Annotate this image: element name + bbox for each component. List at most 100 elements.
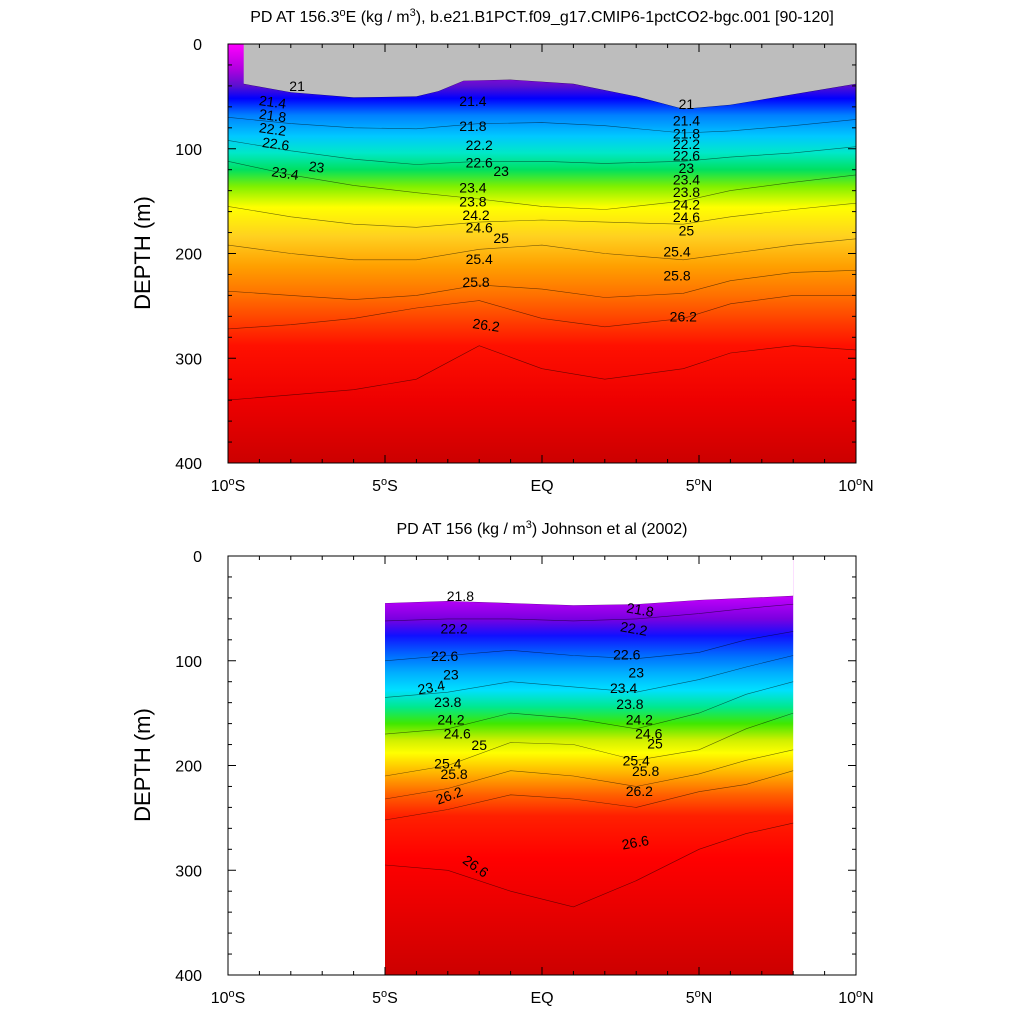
- contour-label: 23: [679, 160, 695, 176]
- contour-label: 24.6: [635, 725, 662, 741]
- contour-label: 23.4: [610, 680, 637, 696]
- contour-label: 22.2: [619, 618, 649, 639]
- isopycnal-line: [228, 270, 856, 300]
- contour-label: 24.2: [626, 712, 653, 728]
- isopycnal-line: [384, 822, 794, 908]
- isopycnal-line: [228, 238, 856, 261]
- contour-label: 22.2: [258, 119, 287, 139]
- contour-label: 23.8: [673, 184, 700, 200]
- isopycnal-line: [384, 631, 794, 662]
- top-x-axis: 10oS 5oS EQ 5oN 10oN: [211, 44, 874, 495]
- contour-label: 23.4: [459, 180, 486, 196]
- contour-label: 22.6: [261, 134, 290, 154]
- x-tick-label: 5oN: [686, 988, 713, 1007]
- contour-label: 24.2: [673, 197, 700, 213]
- contour-label: 23: [628, 665, 644, 681]
- y-tick-label: 400: [175, 968, 202, 985]
- contour-label: 25.4: [434, 756, 461, 772]
- contour-label: 22.6: [466, 155, 493, 171]
- y-tick-label: 200: [175, 247, 202, 264]
- contour-label: 24.2: [462, 207, 489, 223]
- contour-label: 26.2: [472, 315, 501, 335]
- contour-label: 24.6: [444, 725, 471, 741]
- bottom-y-axis-label: DEPTH (m): [130, 708, 155, 822]
- contour-label: 25.8: [440, 766, 467, 782]
- contour-label: 25: [647, 736, 663, 752]
- x-tick-label: 5oS: [372, 476, 398, 495]
- top-density-field: [228, 44, 856, 463]
- top-panel-title: PD AT 156.3oE (kg / m3), b.e21.B1PCT.f09…: [250, 7, 834, 26]
- y-tick-label: 100: [175, 142, 202, 159]
- y-tick-label: 100: [175, 654, 202, 671]
- contour-label: 21.8: [625, 599, 655, 620]
- contour-label: 25.4: [663, 244, 690, 260]
- contour-label: 21.8: [447, 588, 474, 604]
- top-contour-labels: 2121.421.822.222.62323.421.421.822.222.6…: [258, 78, 700, 335]
- contour-label: 23: [493, 163, 509, 179]
- contour-label: 22.6: [431, 648, 458, 664]
- surface-mask: [243, 44, 856, 109]
- contour-label: 23.4: [673, 171, 700, 187]
- y-tick-label: 0: [193, 549, 202, 566]
- isopycnal-line: [384, 749, 794, 800]
- bottom-surface-mask: [385, 556, 794, 606]
- isopycnal-line: [228, 345, 856, 401]
- bottom-density-field: [385, 556, 794, 975]
- x-tick-label: 10oS: [211, 476, 246, 495]
- contour-label: 25: [493, 230, 509, 246]
- contour-label: 22.6: [613, 647, 640, 663]
- x-tick-label: 10oN: [838, 476, 873, 495]
- contour-label: 21.8: [459, 118, 486, 134]
- contour-label: 25: [471, 737, 487, 753]
- contour-label: 23.8: [434, 694, 461, 710]
- contour-label: 25.8: [632, 763, 659, 779]
- contour-label: 26.6: [621, 832, 651, 853]
- contour-label: 21.4: [258, 92, 287, 112]
- top-y-axis-label: DEPTH (m): [130, 196, 155, 310]
- contour-label: 22.2: [466, 137, 493, 153]
- contour-label: 25.4: [623, 753, 650, 769]
- contour-label: 21.8: [673, 125, 700, 141]
- top-surface-mask: [243, 44, 856, 109]
- contour-label: 21.8: [258, 106, 287, 126]
- x-tick-label: EQ: [530, 990, 553, 1007]
- contour-label: 25.8: [663, 268, 690, 284]
- contour-label: 25: [679, 223, 695, 239]
- isopycnal-line: [228, 202, 856, 228]
- x-tick-label: 10oN: [838, 988, 873, 1007]
- contour-label: 21.4: [673, 113, 700, 129]
- isopycnal-line: [384, 770, 794, 821]
- top-panel: PD AT 156.3oE (kg / m3), b.e21.B1PCT.f09…: [130, 7, 874, 495]
- y-tick-label: 200: [175, 759, 202, 776]
- contour-label: 24.2: [437, 712, 464, 728]
- surface-mask: [385, 556, 794, 606]
- x-tick-label: 5oN: [686, 476, 713, 495]
- x-tick-label: 10oS: [211, 988, 246, 1007]
- bottom-isopycnal-lines: [384, 595, 794, 908]
- contour-label: 23.4: [416, 677, 446, 698]
- contour-label: 23: [308, 158, 326, 176]
- y-tick-label: 0: [193, 37, 202, 54]
- contour-label: 25.8: [462, 274, 489, 290]
- bottom-panel: PD AT 156 (kg / m3) Johnson et al (2002)…: [130, 519, 874, 1007]
- bottom-plot-area: [384, 556, 794, 975]
- contour-label: 25.4: [466, 251, 493, 267]
- bottom-panel-title: PD AT 156 (kg / m3) Johnson et al (2002): [396, 519, 687, 538]
- isopycnal-line: [228, 140, 856, 165]
- x-tick-label: EQ: [530, 478, 553, 495]
- contour-label: 26.2: [670, 309, 697, 325]
- isopycnal-line: [228, 295, 856, 330]
- isopycnal-line: [228, 161, 856, 210]
- isopycnal-line: [228, 117, 856, 134]
- top-y-axis: 0 100 200 300 400: [175, 37, 856, 473]
- top-plot-area: [228, 44, 856, 463]
- isopycnal-line: [384, 681, 794, 735]
- y-tick-label: 300: [175, 863, 202, 880]
- contour-label: 21.4: [459, 93, 486, 109]
- x-tick-label: 5oS: [372, 988, 398, 1007]
- contour-label: 22.2: [673, 136, 700, 152]
- isopycnal-line: [384, 603, 794, 622]
- contour-label: 22.2: [440, 621, 467, 637]
